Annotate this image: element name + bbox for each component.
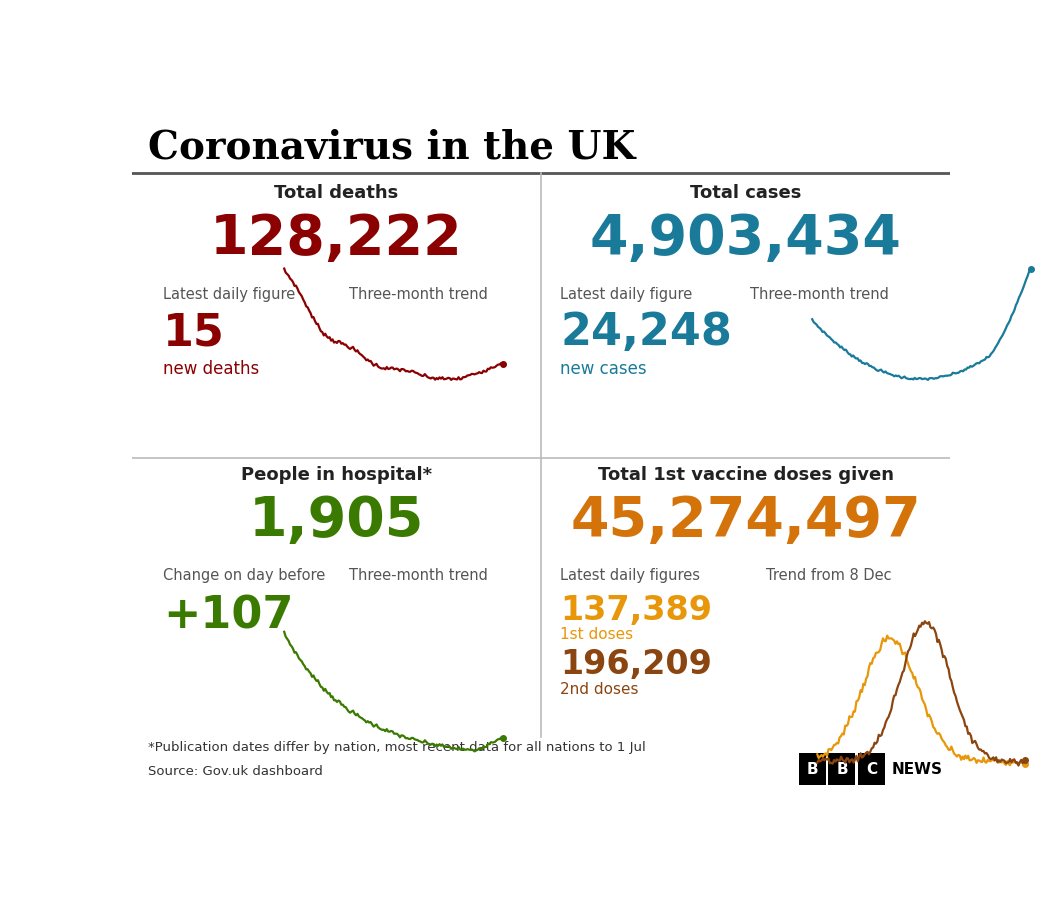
Text: Three-month trend: Three-month trend <box>348 287 488 302</box>
Text: Source: Gov.uk dashboard: Source: Gov.uk dashboard <box>148 766 323 778</box>
Text: Three-month trend: Three-month trend <box>750 287 889 302</box>
Text: 2nd doses: 2nd doses <box>560 681 639 697</box>
Text: Three-month trend: Three-month trend <box>348 569 488 583</box>
Text: Change on day before: Change on day before <box>163 569 325 583</box>
Text: Coronavirus in the UK: Coronavirus in the UK <box>148 129 636 166</box>
Text: Total cases: Total cases <box>691 183 802 201</box>
Text: Latest daily figure: Latest daily figure <box>163 287 296 302</box>
Text: B: B <box>807 762 818 776</box>
Text: 1,905: 1,905 <box>249 494 425 549</box>
Text: new cases: new cases <box>560 360 646 378</box>
Text: 15: 15 <box>163 311 225 355</box>
Text: Total 1st vaccine doses given: Total 1st vaccine doses given <box>598 466 893 484</box>
Text: +107: +107 <box>163 594 294 638</box>
Text: 128,222: 128,222 <box>210 212 463 266</box>
Text: 4,903,434: 4,903,434 <box>590 212 902 266</box>
Text: 196,209: 196,209 <box>560 648 712 681</box>
FancyBboxPatch shape <box>857 754 885 785</box>
Text: NEWS: NEWS <box>891 762 942 776</box>
Text: 24,248: 24,248 <box>560 311 732 355</box>
Text: *Publication dates differ by nation, most recent data for all nations to 1 Jul: *Publication dates differ by nation, mos… <box>148 741 646 754</box>
Text: Trend from 8 Dec: Trend from 8 Dec <box>767 569 892 583</box>
Text: Total deaths: Total deaths <box>275 183 399 201</box>
Text: Latest daily figure: Latest daily figure <box>560 287 693 302</box>
FancyBboxPatch shape <box>829 754 855 785</box>
Text: B: B <box>836 762 848 776</box>
Text: People in hospital*: People in hospital* <box>241 466 432 484</box>
Text: Latest daily figures: Latest daily figures <box>560 569 700 583</box>
Text: C: C <box>866 762 876 776</box>
Text: 45,274,497: 45,274,497 <box>570 494 921 549</box>
Text: 1st doses: 1st doses <box>560 627 634 642</box>
Text: new deaths: new deaths <box>163 360 260 378</box>
Text: 137,389: 137,389 <box>560 594 712 628</box>
FancyBboxPatch shape <box>799 754 826 785</box>
